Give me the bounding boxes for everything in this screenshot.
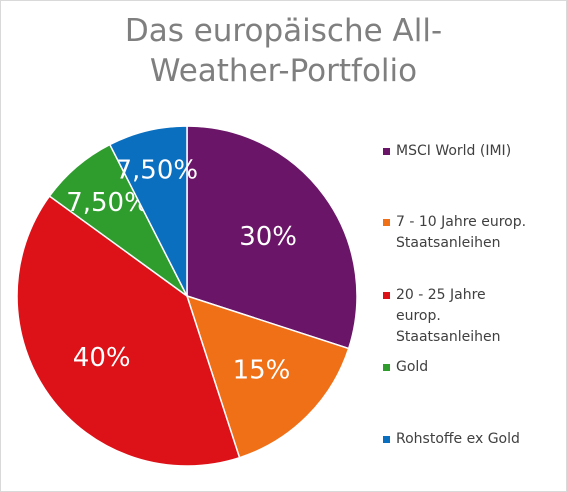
legend-swatch-7-10-jahre xyxy=(383,219,390,226)
legend-label-20-25-jahre-line-1: 20 - 25 Jahre xyxy=(396,287,486,303)
pie-slice-rohstoffe xyxy=(108,125,188,297)
legend-label-7-10-jahre-line-1: 7 - 10 Jahre europ. xyxy=(396,214,527,230)
data-label-msci-world: 30% xyxy=(239,222,297,252)
pie-slice-7-10-jahre xyxy=(185,294,350,459)
data-label-rohstoffe: 7,50% xyxy=(115,155,198,185)
legend-swatch-gold xyxy=(383,364,390,371)
legend-label-20-25-jahre-line-2: europ. xyxy=(396,308,441,324)
data-label-20-25-jahre: 40% xyxy=(73,343,131,373)
legend-label-gold: Gold xyxy=(396,359,429,375)
legend-item-msci-world: MSCI World (IMI) xyxy=(383,141,563,162)
chart-title-line-1: Das europäische All- xyxy=(124,13,443,49)
legend-item-7-10-jahre: 7 - 10 Jahre europ. Staatsanleihen xyxy=(383,212,563,254)
chart-title-line-2: Weather-Portfolio xyxy=(149,53,418,89)
data-label-7-10-jahre: 15% xyxy=(233,356,291,386)
pie-slice-msci-world xyxy=(186,125,358,350)
legend-label-20-25-jahre-line-3: Staatsanleihen xyxy=(396,329,501,345)
legend-item-gold: Gold xyxy=(383,357,563,378)
legend-item-rohstoffe: Rohstoffe ex Gold xyxy=(383,429,563,450)
legend-swatch-msci-world xyxy=(383,148,390,155)
legend-item-20-25-jahre: 20 - 25 Jahre europ. Staatsanleihen xyxy=(383,285,563,348)
chart-title: Das europäische All- Weather-Portfolio xyxy=(1,11,566,91)
legend-label-msci-world: MSCI World (IMI) xyxy=(396,143,512,159)
pie-slice-20-25-jahre xyxy=(16,195,241,467)
legend-swatch-rohstoffe xyxy=(383,436,390,443)
legend-label-7-10-jahre-line-2: Staatsanleihen xyxy=(396,235,501,251)
legend-label-rohstoffe: Rohstoffe ex Gold xyxy=(396,431,520,447)
legend-swatch-20-25-jahre xyxy=(383,292,390,299)
